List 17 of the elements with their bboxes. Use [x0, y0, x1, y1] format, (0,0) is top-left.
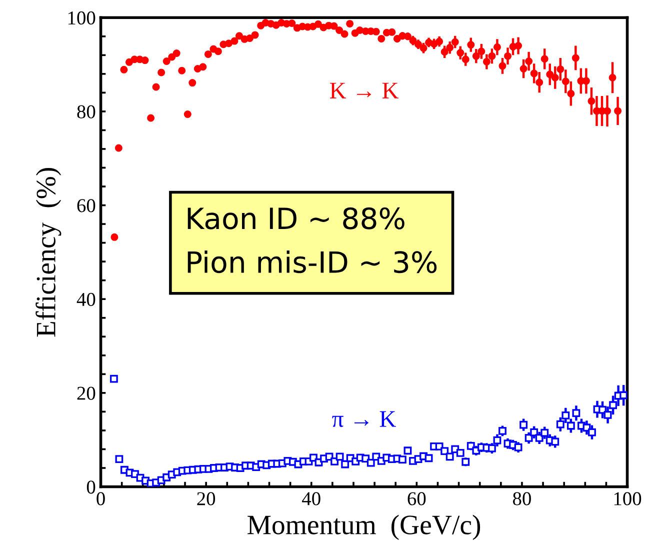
x-tick-label: 0	[96, 492, 105, 506]
y-tick-label: 60	[77, 199, 96, 212]
y-tick-label: 40	[76, 292, 96, 306]
x-tick-label: 20	[197, 492, 216, 506]
x-tick-label: 100	[614, 492, 642, 506]
annotation: Kaon ID ~ 88% Pion mis-ID ~ 3%	[188, 207, 437, 274]
x-axis-title: Momentum (GeV/c)	[248, 514, 480, 540]
y-axis-title: Efficiency (%)	[36, 168, 62, 337]
series-label: K → K	[330, 82, 399, 98]
series-label: π → K	[332, 411, 396, 427]
y-tick-label: 100	[68, 11, 96, 25]
y-tick-label: 80	[77, 105, 96, 118]
x-tick-label: 80	[512, 492, 531, 506]
y-tick-label: 0	[86, 480, 96, 494]
y-tick-label: 20	[77, 386, 96, 400]
x-tick-label: 60	[408, 492, 426, 506]
x-tick-label: 40	[302, 492, 320, 506]
